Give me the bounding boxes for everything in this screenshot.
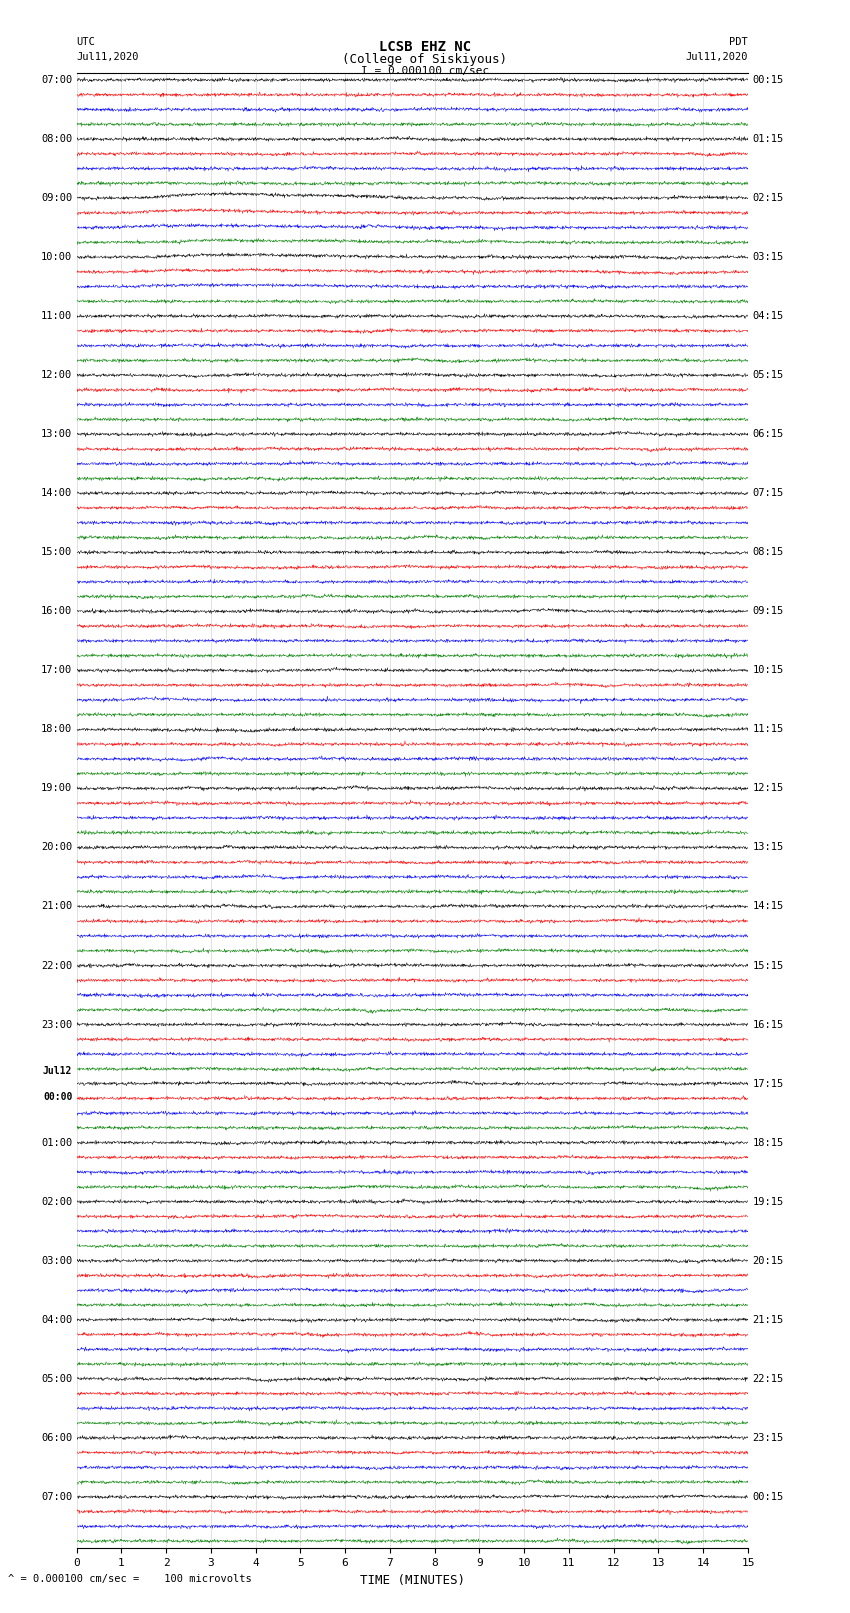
Text: 12:15: 12:15	[752, 784, 784, 794]
Text: 00:15: 00:15	[752, 1492, 784, 1502]
Text: 18:00: 18:00	[41, 724, 72, 734]
Text: 03:15: 03:15	[752, 252, 784, 261]
Text: Jul12: Jul12	[42, 1066, 72, 1076]
Text: 10:00: 10:00	[41, 252, 72, 261]
Text: LCSB EHZ NC: LCSB EHZ NC	[379, 40, 471, 55]
Text: Jul11,2020: Jul11,2020	[76, 52, 139, 61]
Text: (College of Siskiyous): (College of Siskiyous)	[343, 53, 507, 66]
Text: 11:00: 11:00	[41, 311, 72, 321]
Text: Jul11,2020: Jul11,2020	[685, 52, 748, 61]
Text: 14:00: 14:00	[41, 489, 72, 498]
Text: 02:00: 02:00	[41, 1197, 72, 1207]
Text: I = 0.000100 cm/sec: I = 0.000100 cm/sec	[361, 66, 489, 76]
Text: 05:15: 05:15	[752, 369, 784, 381]
Text: 10:15: 10:15	[752, 665, 784, 676]
Text: 13:00: 13:00	[41, 429, 72, 439]
Text: 17:00: 17:00	[41, 665, 72, 676]
Text: 23:15: 23:15	[752, 1432, 784, 1442]
Text: 08:15: 08:15	[752, 547, 784, 556]
Text: 19:15: 19:15	[752, 1197, 784, 1207]
Text: UTC: UTC	[76, 37, 95, 47]
Text: 16:00: 16:00	[41, 606, 72, 616]
Text: ^ = 0.000100 cm/sec =    100 microvolts: ^ = 0.000100 cm/sec = 100 microvolts	[8, 1574, 252, 1584]
Text: 17:15: 17:15	[752, 1079, 784, 1089]
Text: 19:00: 19:00	[41, 784, 72, 794]
Text: 05:00: 05:00	[41, 1374, 72, 1384]
Text: 20:00: 20:00	[41, 842, 72, 852]
Text: 04:00: 04:00	[41, 1315, 72, 1324]
Text: 07:15: 07:15	[752, 489, 784, 498]
Text: 09:15: 09:15	[752, 606, 784, 616]
Text: 01:15: 01:15	[752, 134, 784, 144]
Text: 22:15: 22:15	[752, 1374, 784, 1384]
Text: 03:00: 03:00	[41, 1255, 72, 1266]
Text: 11:15: 11:15	[752, 724, 784, 734]
Text: 21:15: 21:15	[752, 1315, 784, 1324]
Text: 02:15: 02:15	[752, 194, 784, 203]
Text: 13:15: 13:15	[752, 842, 784, 852]
Text: 22:00: 22:00	[41, 960, 72, 971]
Text: 16:15: 16:15	[752, 1019, 784, 1029]
Text: 09:00: 09:00	[41, 194, 72, 203]
Text: 06:00: 06:00	[41, 1432, 72, 1442]
Text: 04:15: 04:15	[752, 311, 784, 321]
X-axis label: TIME (MINUTES): TIME (MINUTES)	[360, 1574, 465, 1587]
Text: 06:15: 06:15	[752, 429, 784, 439]
Text: 01:00: 01:00	[41, 1137, 72, 1147]
Text: 07:00: 07:00	[41, 1492, 72, 1502]
Text: 23:00: 23:00	[41, 1019, 72, 1029]
Text: 20:15: 20:15	[752, 1255, 784, 1266]
Text: PDT: PDT	[729, 37, 748, 47]
Text: 15:15: 15:15	[752, 960, 784, 971]
Text: 15:00: 15:00	[41, 547, 72, 556]
Text: 00:15: 00:15	[752, 74, 784, 85]
Text: 14:15: 14:15	[752, 902, 784, 911]
Text: 00:00: 00:00	[42, 1092, 72, 1102]
Text: 07:00: 07:00	[41, 74, 72, 85]
Text: 08:00: 08:00	[41, 134, 72, 144]
Text: 12:00: 12:00	[41, 369, 72, 381]
Text: 18:15: 18:15	[752, 1137, 784, 1147]
Text: 21:00: 21:00	[41, 902, 72, 911]
